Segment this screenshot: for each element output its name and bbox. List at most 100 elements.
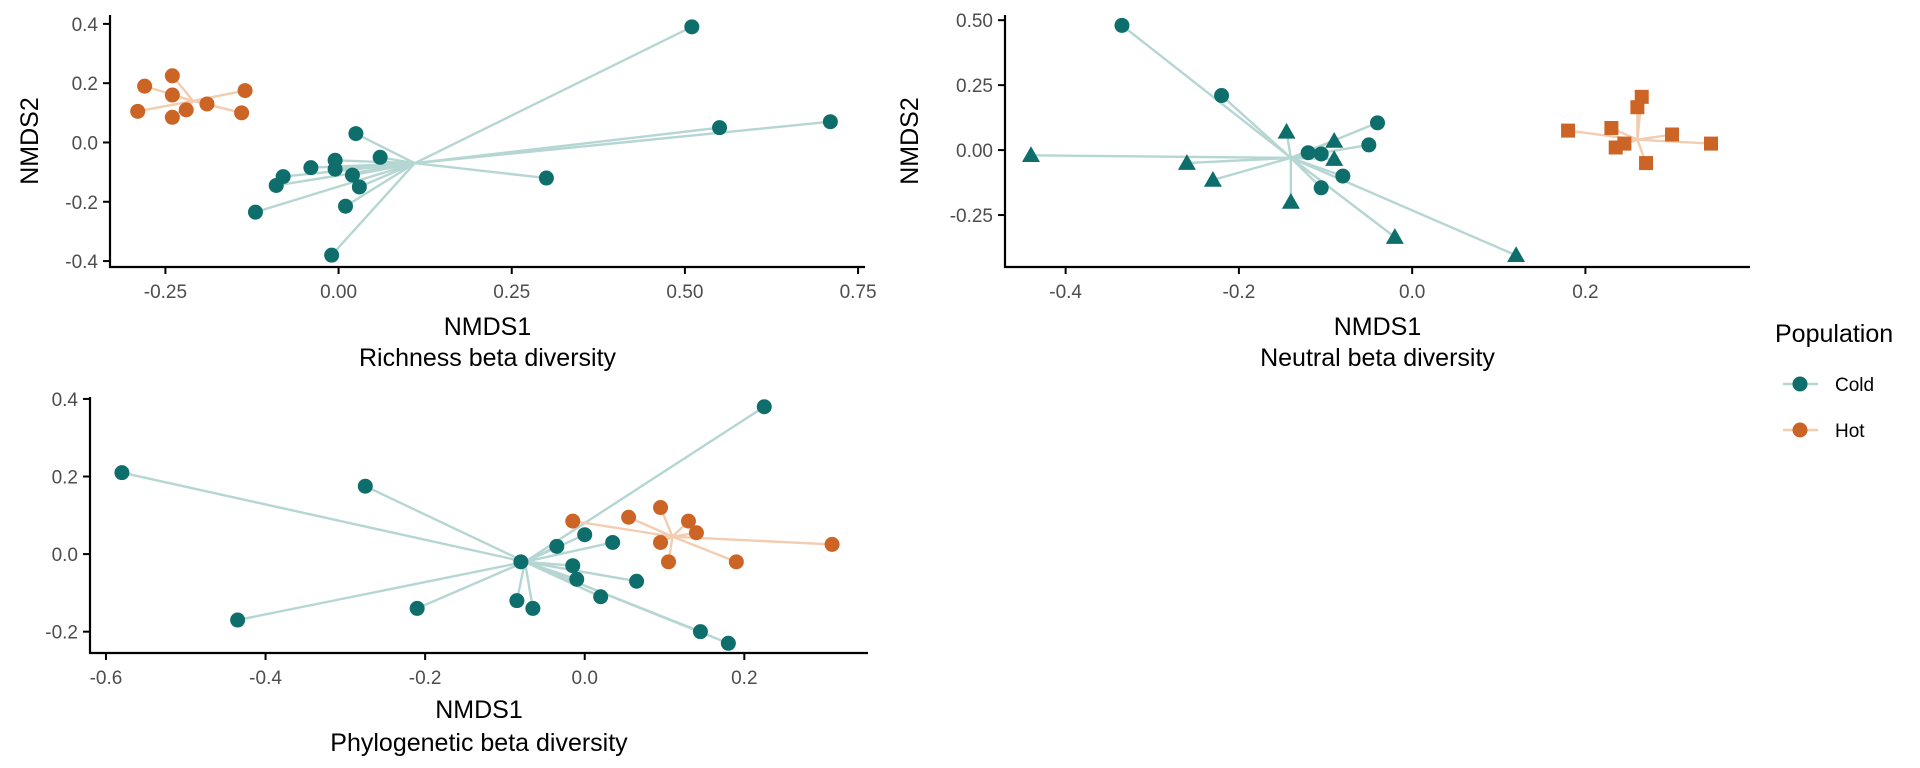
x-tick-label: 0.50 bbox=[666, 282, 703, 303]
point-hot bbox=[164, 68, 180, 84]
point-cold bbox=[348, 126, 364, 142]
x-tick-label: 0.00 bbox=[320, 282, 357, 303]
point-hot bbox=[130, 103, 146, 119]
point-cold bbox=[327, 161, 343, 177]
point-cold bbox=[577, 527, 593, 543]
point-hot bbox=[1639, 156, 1654, 171]
x-tick-label: 0.0 bbox=[1399, 282, 1425, 303]
point-cold bbox=[513, 554, 529, 570]
point-cold bbox=[351, 179, 367, 195]
point-cold bbox=[1325, 132, 1344, 148]
point-cold bbox=[509, 593, 525, 609]
y-tick-label: 0.4 bbox=[72, 15, 99, 36]
panel-caption: Phylogenetic beta diversity bbox=[330, 729, 628, 757]
y-tick-label: 0.4 bbox=[52, 390, 79, 411]
point-hot bbox=[234, 105, 250, 121]
point-cold bbox=[565, 558, 581, 574]
point-hot bbox=[137, 78, 153, 94]
x-tick-label: -0.25 bbox=[144, 282, 187, 303]
point-cold bbox=[605, 534, 621, 550]
point-cold bbox=[357, 478, 373, 494]
segment-cold bbox=[121, 471, 526, 564]
point-hot bbox=[237, 83, 253, 99]
segments bbox=[137, 25, 831, 256]
x-axis-title: NMDS1 bbox=[435, 696, 523, 724]
y-tick-label: 0.0 bbox=[72, 133, 98, 154]
point-hot bbox=[164, 87, 180, 103]
legend: Population Cold Hot bbox=[1775, 320, 1893, 442]
segment-cold bbox=[364, 485, 526, 563]
segment-cold bbox=[237, 560, 526, 622]
segment-hot bbox=[192, 89, 246, 103]
x-tick-label: -0.2 bbox=[1223, 282, 1256, 303]
panel-caption: Neutral beta diversity bbox=[1260, 344, 1495, 372]
point-cold bbox=[338, 198, 354, 214]
y-tick-label: 0.50 bbox=[956, 11, 993, 32]
point-cold bbox=[569, 571, 585, 587]
point-cold bbox=[684, 19, 700, 35]
segment-cold bbox=[330, 162, 416, 256]
x-tick-label: -0.4 bbox=[249, 668, 282, 689]
segment-cold bbox=[1290, 156, 1517, 257]
panel-richness: -0.25 0.00 0.25 0.50 0.75 -0.4 -0.2 0.0 0.2 0.4 NM… bbox=[16, 15, 877, 372]
point-cold bbox=[1300, 145, 1316, 161]
point-hot bbox=[688, 525, 704, 541]
segment-hot bbox=[628, 516, 673, 538]
point-cold bbox=[324, 247, 340, 263]
point-cold bbox=[1313, 146, 1329, 162]
point-hot bbox=[178, 102, 194, 118]
x-tick-label: 0.2 bbox=[1572, 282, 1598, 303]
point-hot bbox=[1561, 123, 1576, 138]
segment-cold bbox=[1220, 94, 1292, 159]
point-cold bbox=[1277, 122, 1296, 139]
point-cold bbox=[549, 538, 565, 554]
legend-key-point-hot bbox=[1792, 422, 1808, 438]
point-cold bbox=[268, 177, 284, 193]
points bbox=[1021, 17, 1719, 263]
segment-hot bbox=[137, 99, 194, 113]
segment-hot bbox=[672, 535, 737, 563]
legend-label-hot: Hot bbox=[1835, 421, 1865, 442]
x-axis-title: NMDS1 bbox=[1334, 313, 1422, 341]
legend-title: Population bbox=[1775, 320, 1893, 348]
segment-cold bbox=[524, 541, 613, 564]
segment-cold bbox=[523, 561, 535, 609]
segment-hot bbox=[1637, 138, 1712, 145]
x-tick-label: -0.2 bbox=[409, 668, 442, 689]
legend-entry-cold: Cold bbox=[1783, 375, 1874, 396]
segment-hot bbox=[572, 519, 673, 538]
point-cold bbox=[372, 149, 388, 165]
point-cold bbox=[1114, 17, 1130, 33]
point-hot bbox=[653, 500, 669, 516]
point-cold bbox=[1325, 150, 1344, 166]
y-tick-label: -0.2 bbox=[65, 193, 98, 214]
point-cold bbox=[1507, 246, 1526, 263]
x-tick-label: -0.4 bbox=[1049, 282, 1082, 303]
y-tick-label: -0.4 bbox=[65, 252, 98, 273]
point-cold bbox=[822, 114, 838, 130]
point-hot bbox=[565, 513, 581, 529]
segment-cold bbox=[416, 560, 526, 610]
segment-cold bbox=[352, 162, 415, 177]
point-hot bbox=[680, 513, 696, 529]
point-cold bbox=[114, 465, 130, 481]
point-hot bbox=[728, 554, 744, 570]
point-hot bbox=[824, 536, 840, 552]
point-cold bbox=[538, 170, 554, 186]
point-cold bbox=[1021, 146, 1040, 163]
panel-caption: Richness beta diversity bbox=[359, 344, 617, 372]
x-tick-label: 0.75 bbox=[840, 282, 877, 303]
segment-cold bbox=[414, 162, 547, 180]
segment-cold bbox=[1212, 156, 1292, 182]
x-axis-title: NMDS1 bbox=[444, 313, 532, 341]
segments bbox=[121, 405, 833, 645]
legend-entry-hot: Hot bbox=[1783, 421, 1865, 442]
point-cold bbox=[409, 600, 425, 616]
x-tick-label: 0.25 bbox=[493, 282, 530, 303]
point-cold bbox=[525, 600, 541, 616]
x-tick-label: 0.0 bbox=[572, 668, 598, 689]
point-cold bbox=[593, 589, 609, 605]
point-hot bbox=[164, 109, 180, 125]
segment-cold bbox=[414, 25, 693, 165]
